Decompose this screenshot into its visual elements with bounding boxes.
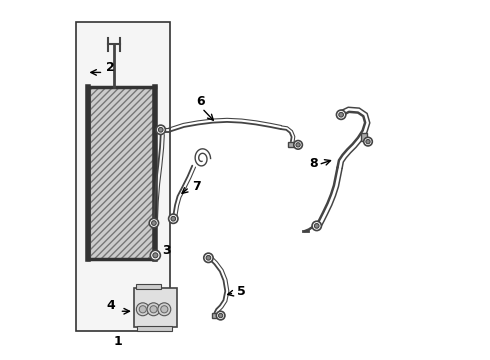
Text: 2: 2 [106, 61, 115, 75]
Circle shape [150, 250, 160, 260]
Bar [137, 325, 172, 330]
Circle shape [136, 303, 149, 316]
Circle shape [156, 125, 166, 134]
Circle shape [151, 221, 156, 225]
Circle shape [312, 221, 321, 230]
Circle shape [171, 216, 175, 221]
Bar [134, 288, 177, 327]
Circle shape [294, 140, 302, 149]
Bar [76, 22, 170, 330]
Circle shape [150, 306, 157, 313]
Circle shape [315, 224, 319, 228]
Circle shape [158, 127, 163, 132]
Circle shape [219, 314, 223, 318]
Circle shape [139, 306, 147, 313]
Text: 5: 5 [237, 285, 246, 298]
Circle shape [158, 303, 171, 316]
Circle shape [206, 256, 211, 260]
Text: 7: 7 [192, 180, 201, 193]
Bar [136, 284, 161, 289]
Circle shape [216, 311, 225, 320]
Text: 3: 3 [162, 244, 171, 257]
Bar [212, 313, 219, 318]
Circle shape [169, 214, 178, 224]
Circle shape [337, 110, 346, 120]
Text: 6: 6 [196, 95, 205, 108]
Text: 1: 1 [113, 335, 122, 348]
Bar [288, 141, 294, 147]
Circle shape [147, 303, 160, 316]
Circle shape [204, 253, 213, 262]
Circle shape [149, 219, 159, 228]
Circle shape [296, 143, 300, 147]
Text: 8: 8 [309, 157, 318, 170]
Circle shape [366, 139, 370, 144]
Text: 4: 4 [107, 300, 116, 312]
Circle shape [364, 137, 372, 146]
Circle shape [339, 112, 343, 117]
Bar [361, 133, 367, 141]
Circle shape [161, 306, 168, 313]
Circle shape [153, 253, 158, 258]
Bar [90, 87, 153, 259]
